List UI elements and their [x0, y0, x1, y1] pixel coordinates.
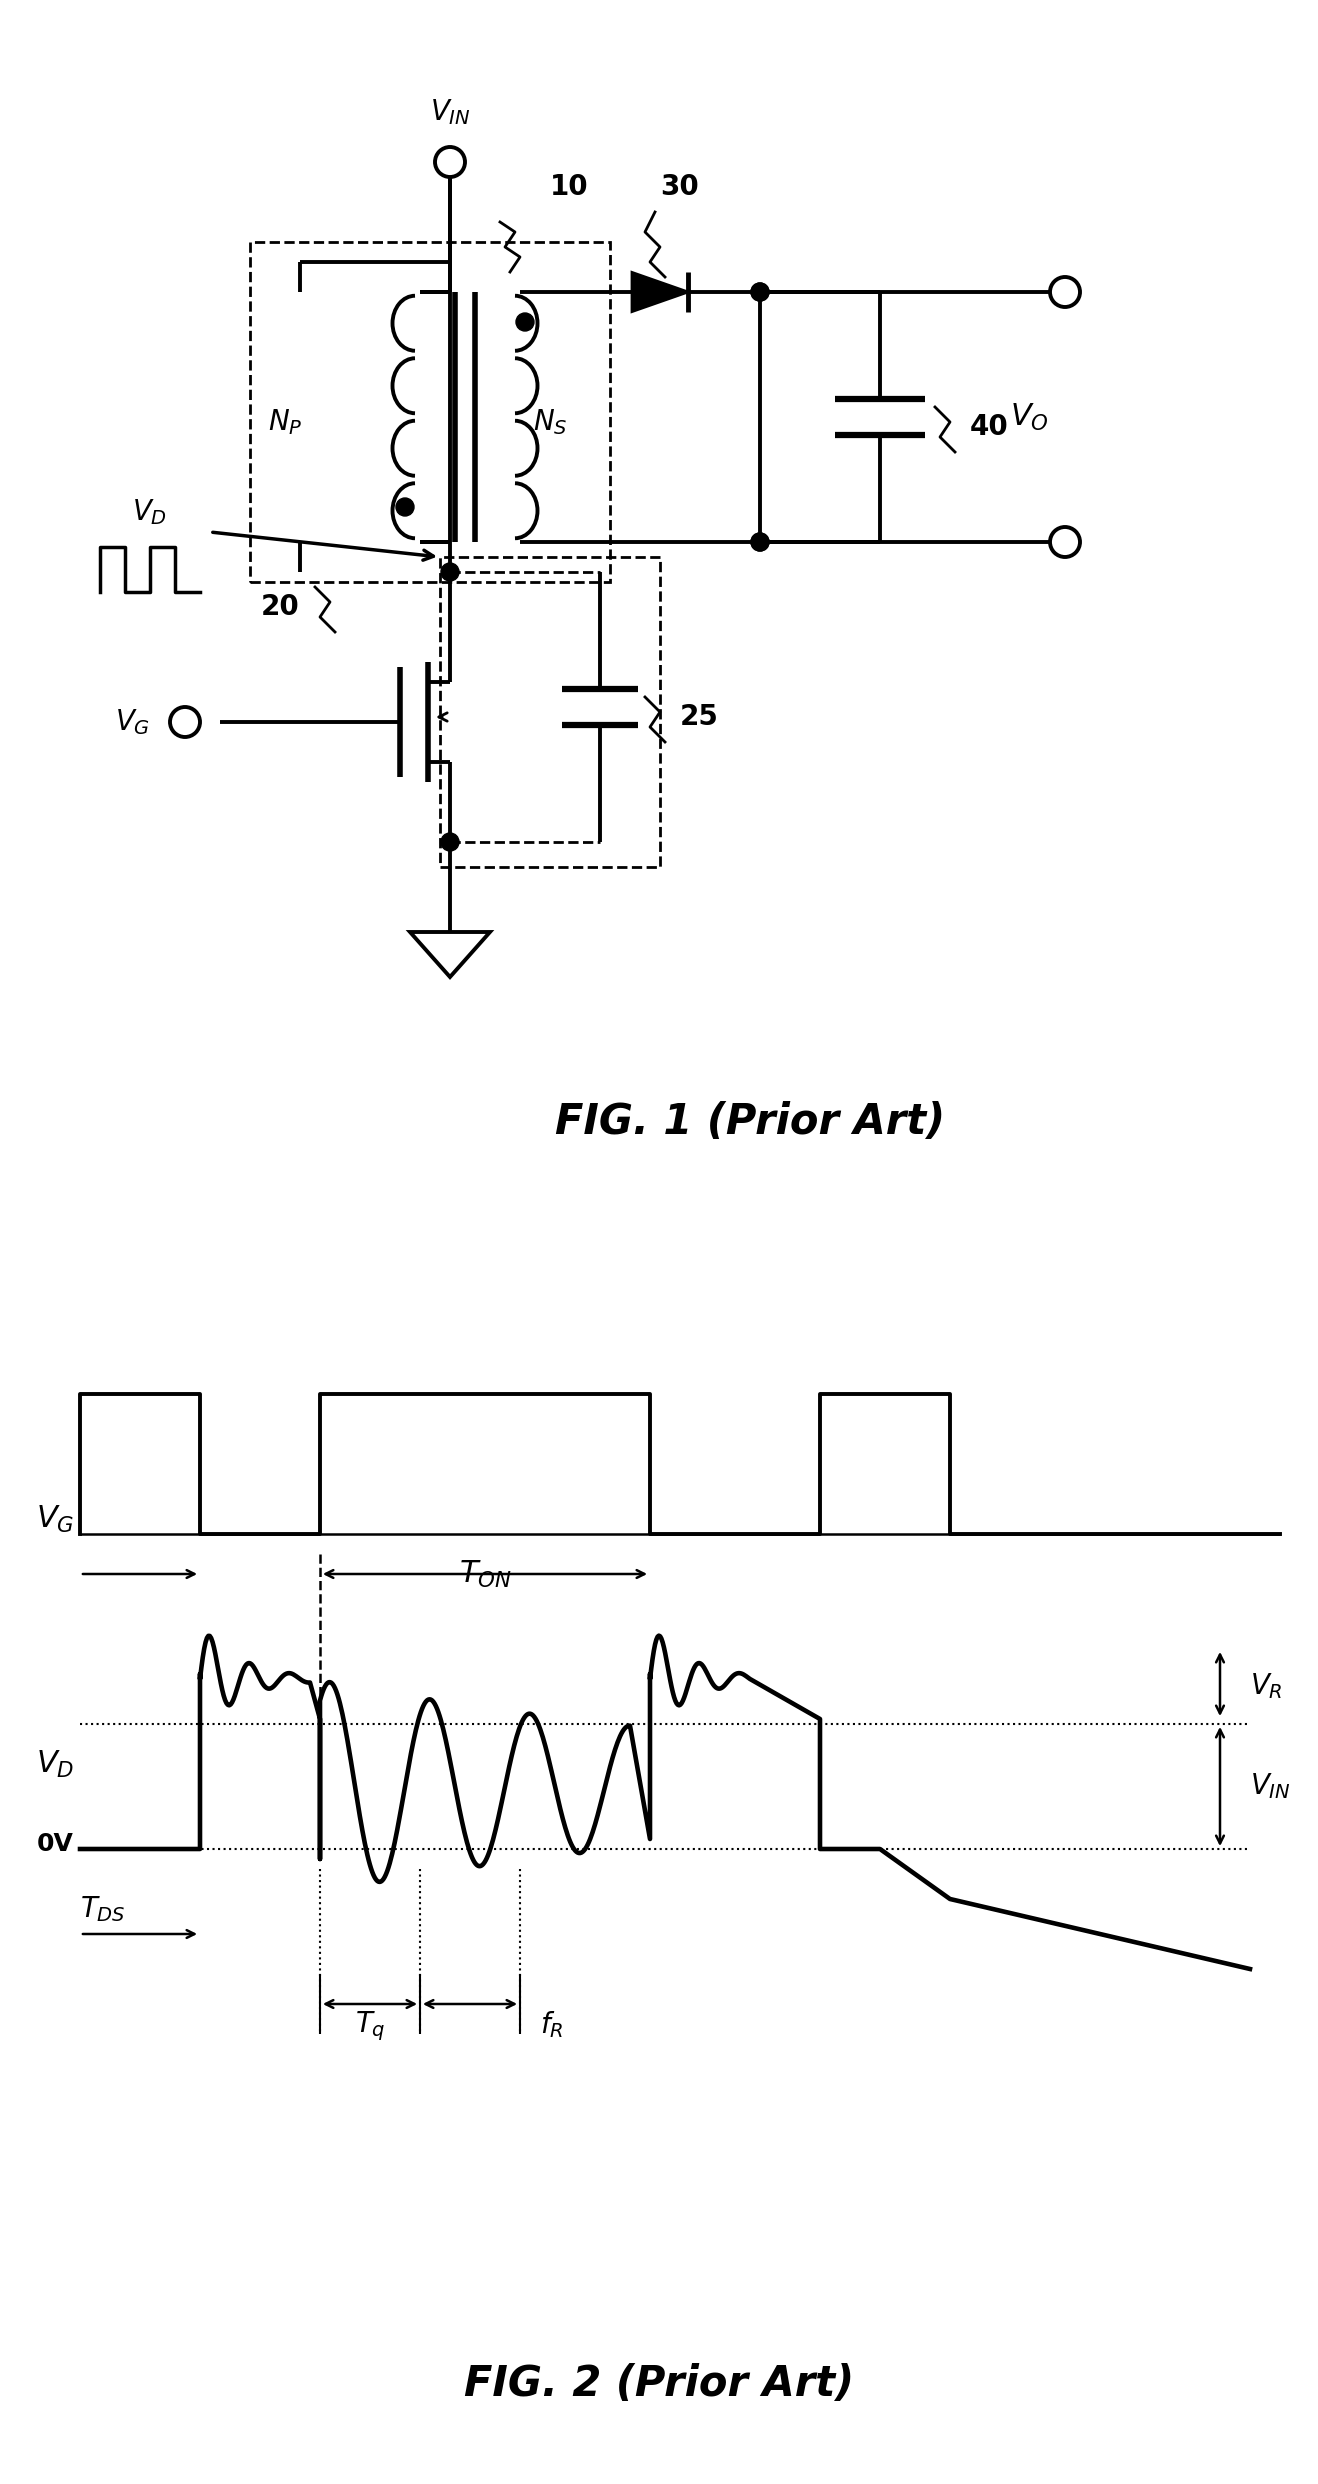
Text: $V_G$: $V_G$ — [36, 1503, 74, 1535]
Circle shape — [395, 497, 414, 517]
Text: $V_R$: $V_R$ — [1249, 1672, 1282, 1702]
Bar — [250, 241, 610, 581]
Text: $N_S$: $N_S$ — [532, 407, 567, 437]
Text: $T_{ON}$: $T_{ON}$ — [459, 1560, 511, 1590]
Text: 40: 40 — [970, 412, 1008, 442]
Text: FIG. 2 (Prior Art): FIG. 2 (Prior Art) — [464, 2362, 854, 2405]
Text: $T_q$: $T_q$ — [355, 2010, 385, 2042]
Text: $N_P$: $N_P$ — [268, 407, 302, 437]
Circle shape — [751, 283, 768, 301]
Text: $V_G$: $V_G$ — [115, 708, 150, 738]
Circle shape — [442, 564, 459, 581]
Text: $V_{IN}$: $V_{IN}$ — [1249, 1771, 1290, 1801]
Polygon shape — [633, 273, 688, 310]
Text: $V_D$: $V_D$ — [36, 1749, 74, 1779]
Text: 0V: 0V — [37, 1833, 74, 1856]
Text: 20: 20 — [261, 594, 299, 621]
Text: $T_{DS}$: $T_{DS}$ — [80, 1895, 125, 1925]
Text: $V_{IN}$: $V_{IN}$ — [430, 97, 471, 127]
Text: $V_O$: $V_O$ — [1010, 402, 1049, 432]
Text: FIG. 1 (Prior Art): FIG. 1 (Prior Art) — [555, 1100, 945, 1143]
Text: $f_R$: $f_R$ — [540, 2010, 564, 2039]
Bar — [440, 556, 660, 867]
Circle shape — [751, 534, 768, 551]
Text: 30: 30 — [660, 174, 699, 201]
Circle shape — [751, 283, 768, 301]
Circle shape — [442, 832, 459, 852]
Text: 25: 25 — [680, 703, 718, 730]
Text: $V_D$: $V_D$ — [133, 497, 167, 527]
Circle shape — [517, 313, 534, 330]
Text: 10: 10 — [550, 174, 589, 201]
Circle shape — [751, 534, 768, 551]
